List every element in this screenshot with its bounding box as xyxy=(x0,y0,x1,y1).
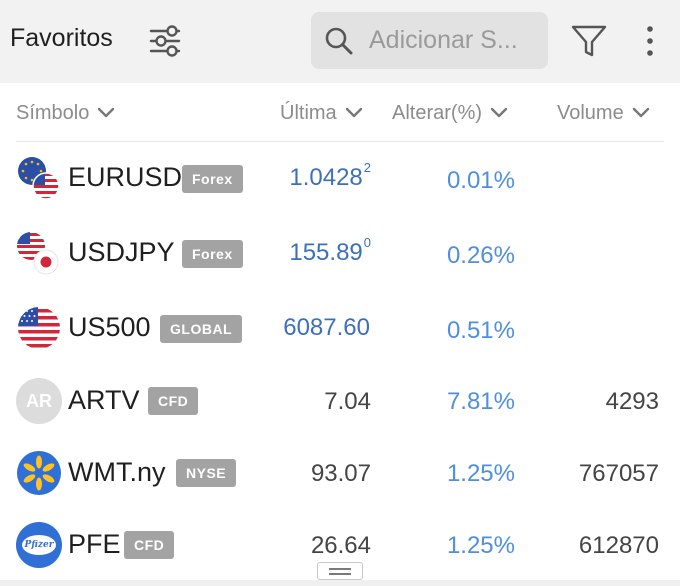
column-header-change[interactable]: Alterar(%) xyxy=(392,98,508,128)
pfizer-logo-oval: Pfizer xyxy=(22,535,56,555)
market-badge: GLOBAL xyxy=(160,315,243,343)
change-percent: 7.81% xyxy=(446,388,515,415)
funnel-icon[interactable] xyxy=(570,22,608,60)
watchlist-row-wmt[interactable]: WMT.ny NYSE 93.07 1.25% 767057 xyxy=(0,437,680,509)
change-percent: 0.01% xyxy=(446,167,515,194)
market-badge: Forex xyxy=(182,165,243,193)
drag-handle[interactable] xyxy=(317,562,363,580)
symbol-name: ARTV xyxy=(68,385,140,415)
last-price: 7.04 xyxy=(324,388,371,416)
change-percent: 1.25% xyxy=(446,460,515,487)
symbol-name: WMT.ny xyxy=(68,457,166,487)
watchlist-row-eurusd[interactable]: EURUSD Forex 1.04282 0.01% xyxy=(0,142,680,214)
header-divider xyxy=(16,141,664,142)
last-price-value: 93.07 xyxy=(310,460,371,487)
market-badge: NYSE xyxy=(176,459,237,487)
watchlist-row-usdjpy[interactable]: USDJPY Forex 155.890 0.26% xyxy=(0,217,680,289)
eu-us-flag-icon xyxy=(18,157,60,200)
search-box[interactable] xyxy=(311,12,548,69)
us-flag-icon xyxy=(18,307,60,349)
last-price: 1.04282 xyxy=(289,160,371,192)
last-price-pip: 2 xyxy=(363,160,371,175)
walmart-spark-icon xyxy=(17,451,61,495)
change-percent: 0.51% xyxy=(446,317,515,344)
column-header-symbol[interactable]: Símbolo xyxy=(16,98,115,128)
column-header-volume[interactable]: Volume xyxy=(557,98,650,128)
watchlist-row-artv[interactable]: AR ARTV CFD 7.04 7.81% 4293 xyxy=(0,365,680,437)
us-jp-flag-icon xyxy=(17,232,59,275)
last-price: 155.890 xyxy=(289,235,371,267)
chevron-down-icon xyxy=(632,107,649,118)
pfizer-logo-icon: Pfizer xyxy=(16,522,62,568)
last-price-value: 7.04 xyxy=(324,388,371,415)
column-header-last-label: Última xyxy=(280,101,337,124)
chevron-down-icon xyxy=(490,107,508,118)
avatar: AR xyxy=(16,378,62,424)
volume-value: 612870 xyxy=(578,532,659,559)
last-price: 26.64 xyxy=(311,532,371,560)
symbol-name: USDJPY xyxy=(68,237,175,267)
chevron-down-icon xyxy=(98,107,115,118)
last-price: 93.07 xyxy=(311,460,371,488)
change-percent: 0.26% xyxy=(446,242,515,269)
search-input[interactable] xyxy=(369,22,539,58)
last-price-value: 6087.60 xyxy=(283,314,370,341)
volume-value: 767057 xyxy=(578,460,659,487)
avatar-initials: AR xyxy=(26,390,52,411)
column-header-volume-label: Volume xyxy=(557,101,624,124)
more-vertical-icon[interactable] xyxy=(638,24,662,58)
symbol-name: US500 xyxy=(68,312,151,342)
change-percent: 1.25% xyxy=(446,532,515,559)
market-badge: CFD xyxy=(148,387,199,415)
watchlist-row-us500[interactable]: US500 GLOBAL 6087.60 0.51% xyxy=(0,292,680,364)
column-header-last[interactable]: Última xyxy=(280,98,363,128)
column-header-symbol-label: Símbolo xyxy=(16,101,90,124)
search-icon xyxy=(325,27,353,55)
last-price-value: 1.0428 xyxy=(289,164,363,191)
page-title: Favoritos xyxy=(10,24,113,52)
column-header-change-label: Alterar(%) xyxy=(392,101,483,124)
last-price-value: 155.89 xyxy=(289,239,363,266)
sliders-icon[interactable] xyxy=(148,24,182,58)
volume-value: 4293 xyxy=(605,388,659,415)
watchlist-row-pfe[interactable]: Pfizer PFE CFD 26.64 1.25% 612870 xyxy=(0,509,680,581)
last-price: 6087.60 xyxy=(283,314,371,342)
symbol-name: EURUSD xyxy=(68,162,183,192)
market-badge: Forex xyxy=(182,240,243,268)
top-bar: Favoritos xyxy=(0,0,680,83)
drag-handle-line xyxy=(329,573,351,575)
drag-handle-line xyxy=(329,568,351,570)
last-price-value: 26.64 xyxy=(310,532,371,559)
symbol-name: PFE xyxy=(68,529,121,559)
bottom-bar xyxy=(0,580,680,586)
chevron-down-icon xyxy=(345,107,362,118)
market-badge: CFD xyxy=(124,531,175,559)
last-price-pip: 0 xyxy=(363,235,371,250)
pfizer-logo-text: Pfizer xyxy=(24,540,54,550)
